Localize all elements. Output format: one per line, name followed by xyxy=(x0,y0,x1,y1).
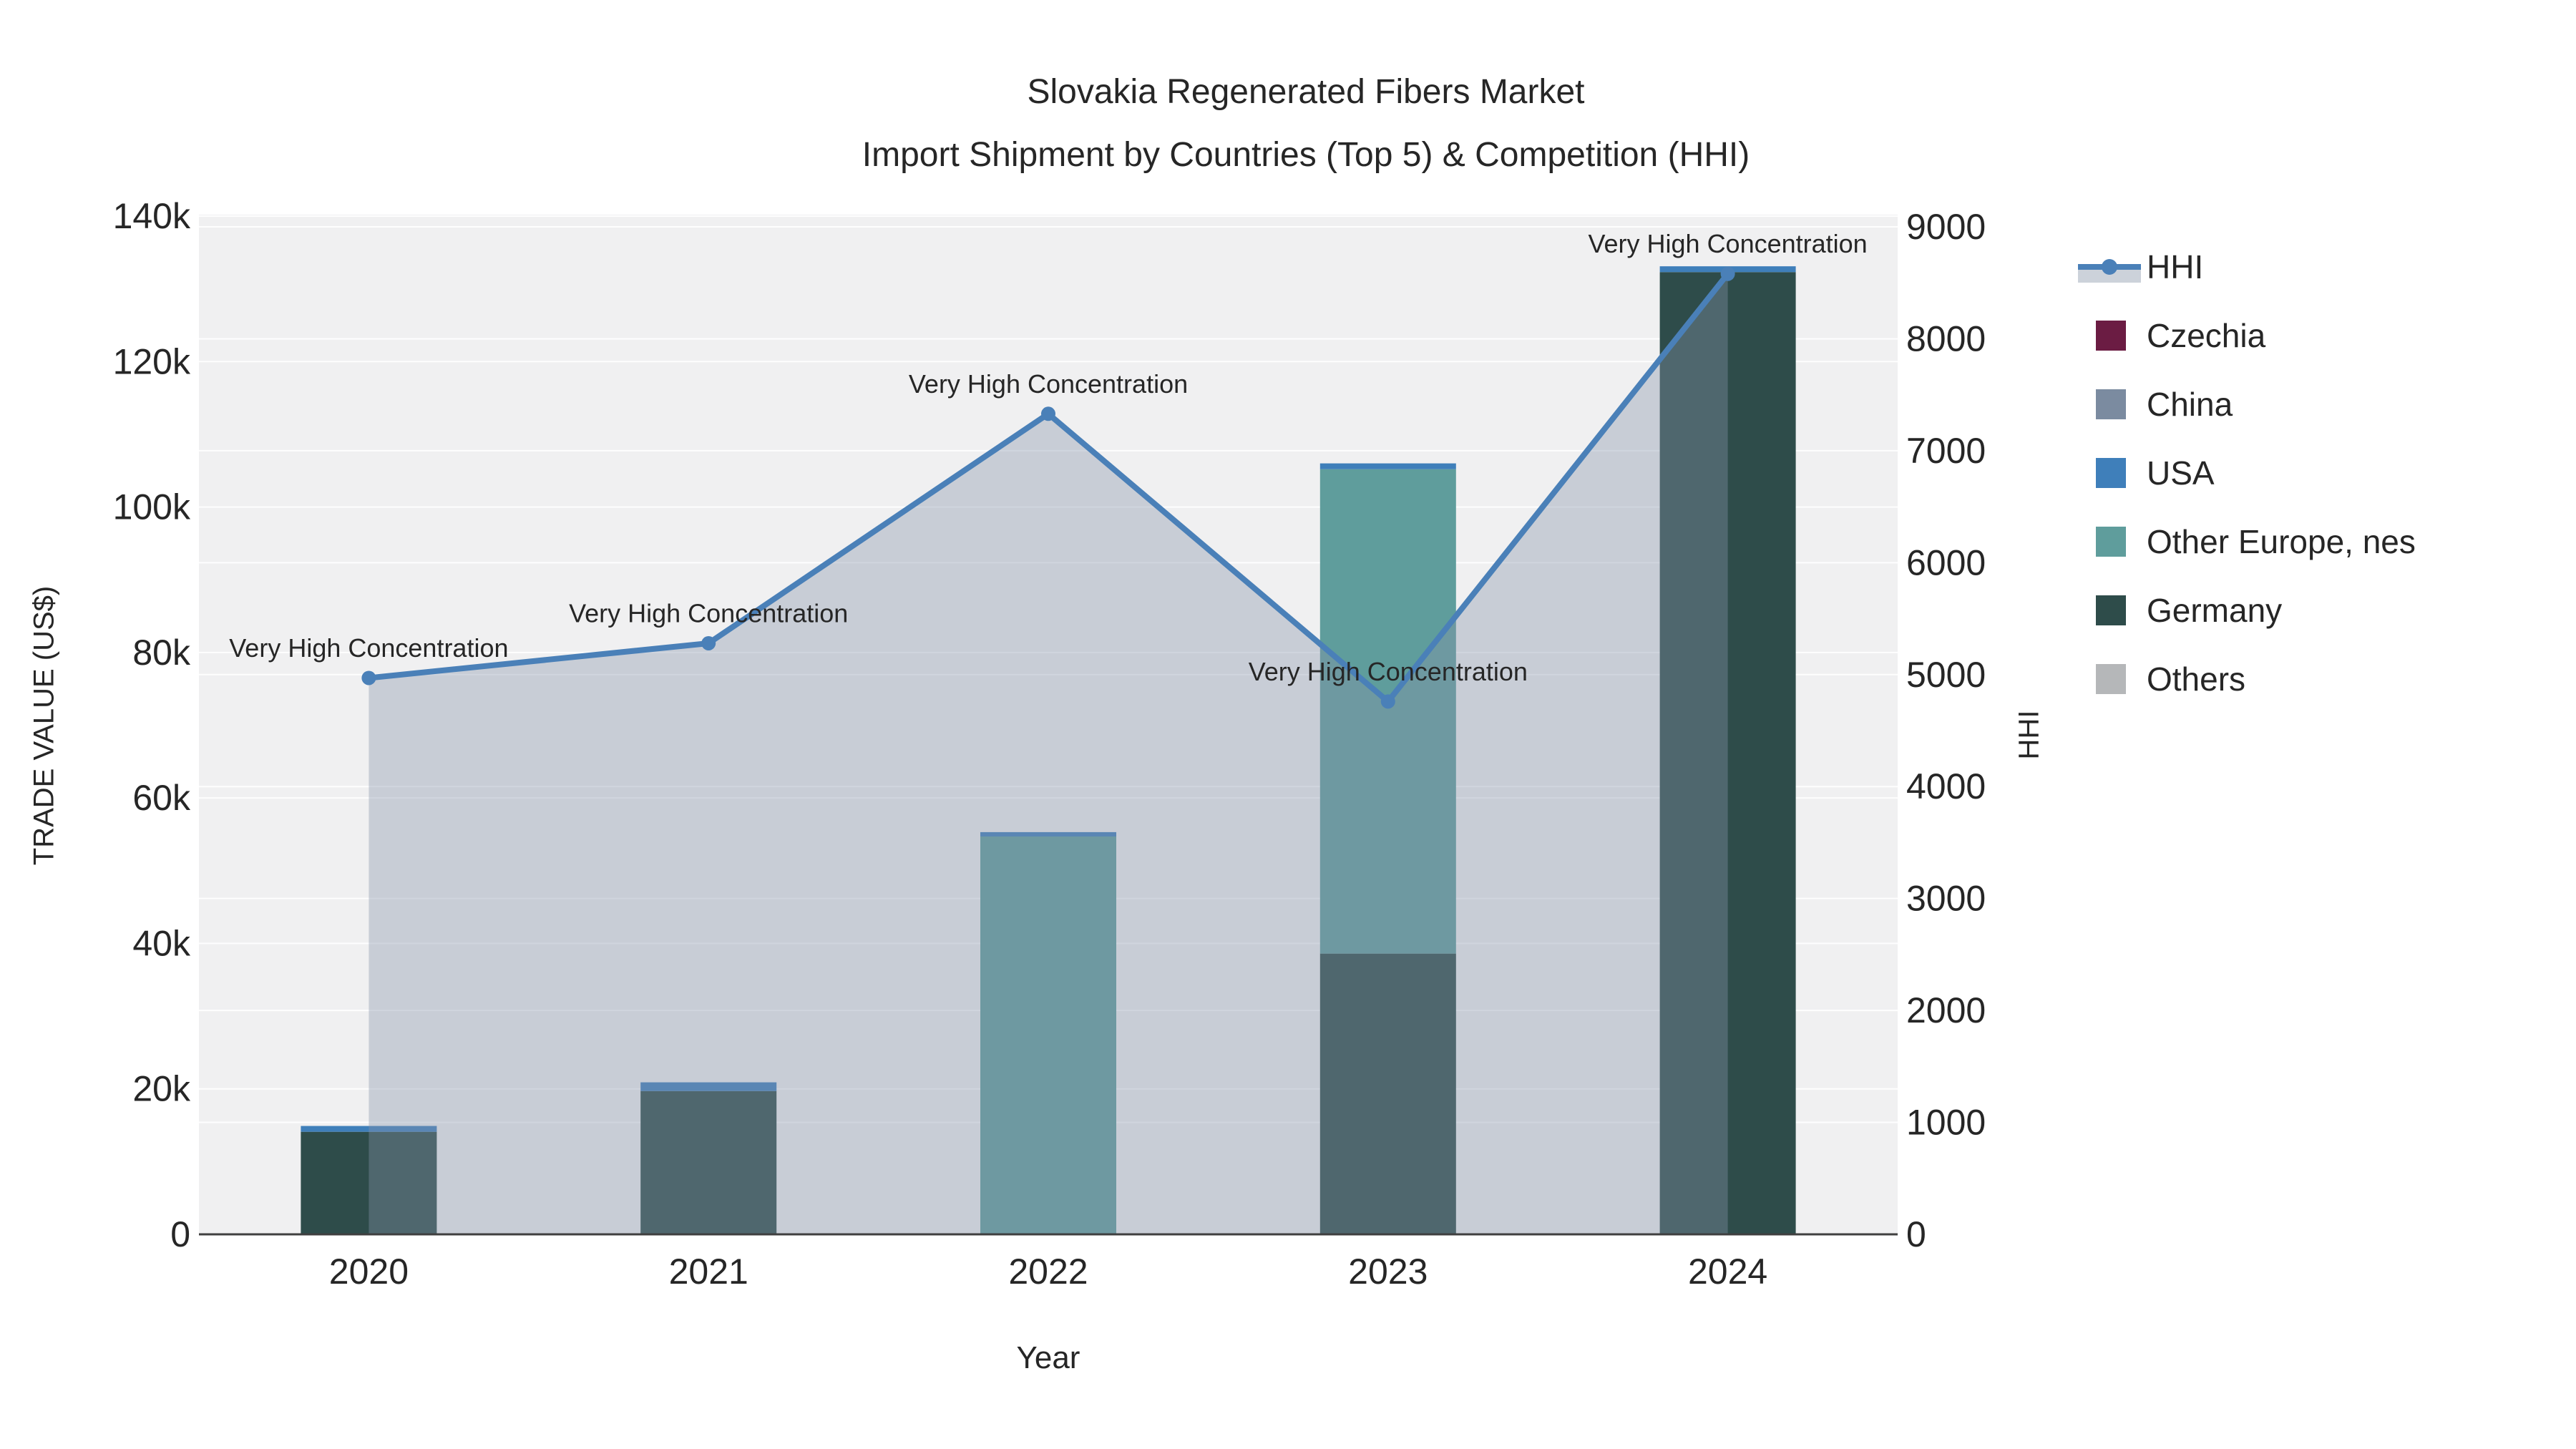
legend-item-china[interactable]: China xyxy=(2078,370,2416,439)
annotation-2024: Very High Concentration xyxy=(1588,229,1867,258)
y-left-tick-20k: 20k xyxy=(132,1069,191,1109)
y-right-tick-2000: 2000 xyxy=(1906,990,1986,1030)
y-right-tick-7000: 7000 xyxy=(1906,431,1986,471)
bar-segment-germany-2021[interactable] xyxy=(640,1091,777,1234)
annotation-2021: Very High Concentration xyxy=(569,598,848,628)
bar-segment-usa-2023[interactable] xyxy=(1319,463,1456,469)
annotation-2020: Very High Concentration xyxy=(229,633,508,663)
hhi-marker-2023[interactable] xyxy=(1380,694,1395,709)
bar-segment-germany-2020[interactable] xyxy=(301,1131,437,1234)
chart-title: Slovakia Regenerated Fibers Market Impor… xyxy=(32,72,2576,175)
y-right-tick-9000: 9000 xyxy=(1906,207,1986,247)
legend-item-others[interactable]: Others xyxy=(2078,645,2416,713)
bar-segment-other-europe-nes-2023[interactable] xyxy=(1319,469,1456,954)
legend-square-swatch-icon xyxy=(2078,589,2141,632)
chart-title-line-1: Slovakia Regenerated Fibers Market xyxy=(1027,73,1585,111)
y-right-tick-1000: 1000 xyxy=(1906,1103,1986,1143)
bar-segment-usa-2022[interactable] xyxy=(980,831,1116,837)
y-axis-title-right: HHI xyxy=(2013,710,2045,760)
legend-item-label: Czechia xyxy=(2147,317,2266,354)
legend-square-swatch-icon xyxy=(2078,383,2141,426)
bar-segment-other-europe-nes-2022[interactable] xyxy=(980,836,1116,1234)
x-tick-2021: 2021 xyxy=(669,1252,748,1292)
legend-square-swatch-icon xyxy=(2078,658,2141,701)
x-tick-2020: 2020 xyxy=(329,1252,409,1292)
y-right-tick-4000: 4000 xyxy=(1906,766,1986,806)
legend-item-label: Others xyxy=(2147,660,2246,698)
legend-item-label: Germany xyxy=(2147,592,2283,629)
y-left-tick-140k: 140k xyxy=(113,196,191,236)
y-right-tick-3000: 3000 xyxy=(1906,879,1986,919)
y-left-tick-80k: 80k xyxy=(132,633,191,673)
annotation-2022: Very High Concentration xyxy=(909,369,1188,399)
hhi-marker-2022[interactable] xyxy=(1041,406,1055,421)
y-right-tick-0: 0 xyxy=(1906,1214,1926,1254)
hhi-marker-2020[interactable] xyxy=(361,670,376,686)
legend-item-czechia[interactable]: Czechia xyxy=(2078,301,2416,370)
legend-line-swatch-icon xyxy=(2078,245,2141,288)
y-right-tick-5000: 5000 xyxy=(1906,655,1986,695)
y-left-tick-120k: 120k xyxy=(113,341,191,381)
legend-item-germany[interactable]: Germany xyxy=(2078,576,2416,645)
x-tick-2023: 2023 xyxy=(1348,1252,1428,1292)
bar-segment-usa-2021[interactable] xyxy=(640,1082,777,1091)
legend-square-swatch-icon xyxy=(2078,520,2141,563)
legend: HHI Czechia China USA Other Europe, nes Germa… xyxy=(2078,233,2416,713)
hhi-marker-2024[interactable] xyxy=(1720,266,1735,281)
x-tick-2022: 2022 xyxy=(1008,1252,1088,1292)
legend-item-label: HHI xyxy=(2147,248,2204,286)
y-left-tick-40k: 40k xyxy=(132,923,191,963)
bar-segment-usa-2020[interactable] xyxy=(301,1126,437,1132)
y-left-tick-0: 0 xyxy=(170,1214,190,1254)
x-axis-title: Year xyxy=(1016,1340,1080,1375)
legend-item-usa[interactable]: USA xyxy=(2078,439,2416,507)
legend-item-label: China xyxy=(2147,386,2233,423)
annotation-2023: Very High Concentration xyxy=(1249,657,1528,686)
hhi-area-fill xyxy=(369,273,1728,1234)
y-axis-title-left: TRADE VALUE (US$) xyxy=(28,585,60,866)
legend-square-swatch-icon xyxy=(2078,452,2141,494)
y-right-tick-8000: 8000 xyxy=(1906,318,1986,358)
y-left-tick-60k: 60k xyxy=(132,778,191,818)
legend-item-label: USA xyxy=(2147,454,2215,492)
hhi-marker-2021[interactable] xyxy=(701,635,716,650)
y-left-tick-100k: 100k xyxy=(113,487,191,527)
legend-item-hhi[interactable]: HHI xyxy=(2078,233,2416,301)
bar-segment-germany-2024[interactable] xyxy=(1659,272,1796,1234)
legend-item-other-europe-nes[interactable]: Other Europe, nes xyxy=(2078,507,2416,576)
legend-item-label: Other Europe, nes xyxy=(2147,523,2416,560)
legend-square-swatch-icon xyxy=(2078,314,2141,357)
bar-segment-germany-2023[interactable] xyxy=(1319,953,1456,1234)
y-right-tick-6000: 6000 xyxy=(1906,542,1986,582)
x-tick-2024: 2024 xyxy=(1688,1252,1767,1292)
chart-title-line-2: Import Shipment by Countries (Top 5) & C… xyxy=(862,136,1750,174)
